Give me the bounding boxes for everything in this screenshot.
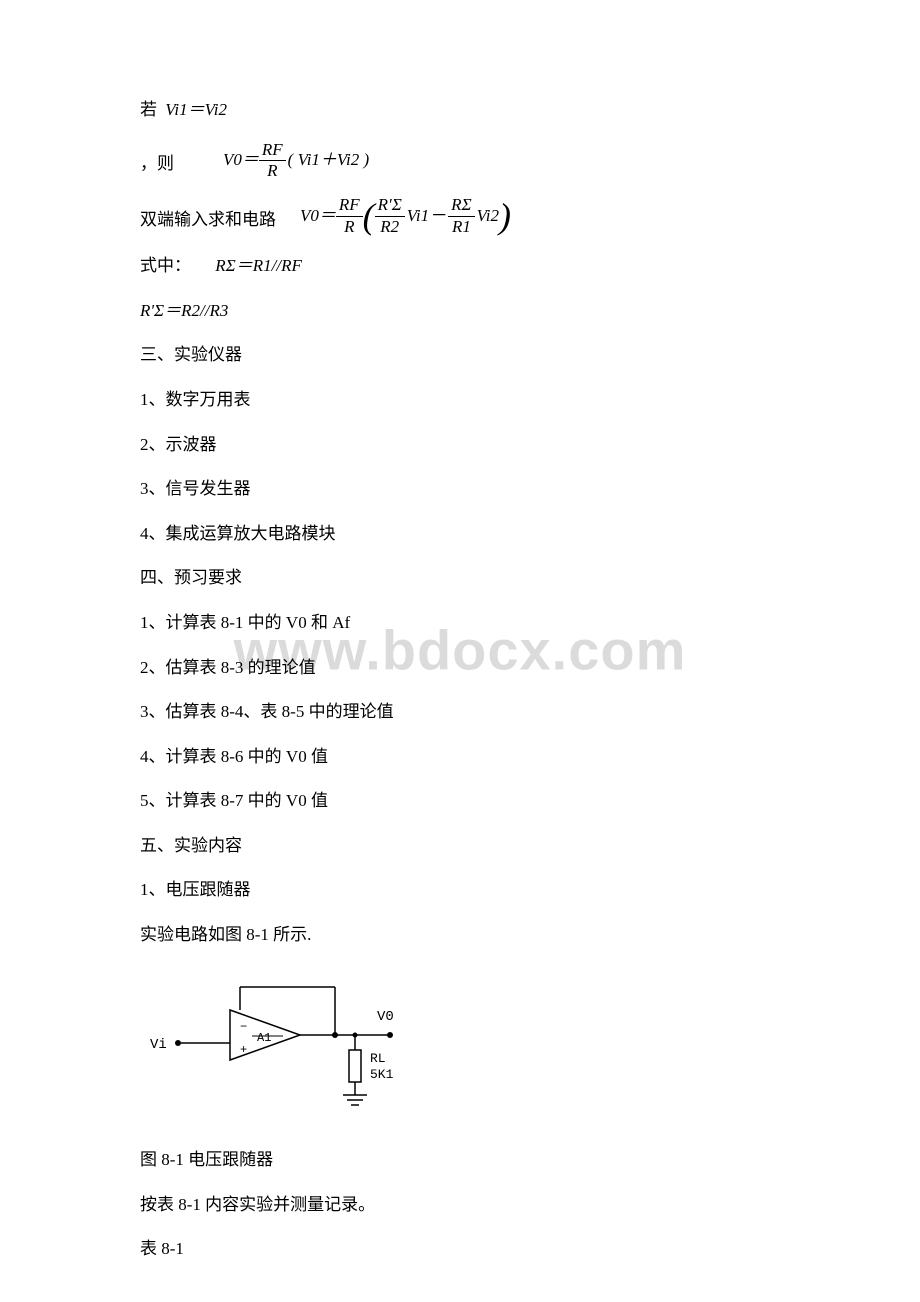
section-3-item-2: 2、示波器: [140, 430, 780, 461]
circuit-v0-label: V0: [377, 1009, 394, 1025]
circuit-diagram: Vi − + A1 V0 RL 5K1: [140, 965, 780, 1136]
circuit-plus: +: [240, 1043, 247, 1057]
eq2-frac: RF R: [259, 140, 286, 182]
eq3-f2-den: R2: [375, 217, 405, 237]
section-4-item-4: 4、计算表 8-6 中的 V0 值: [140, 742, 780, 773]
eq3-f1-den: R: [336, 217, 363, 237]
circuit-out-node1: [332, 1032, 338, 1038]
section-4-item-3: 3、估算表 8-4、表 8-5 中的理论值: [140, 697, 780, 728]
eq3-f1: RF R: [336, 195, 363, 237]
eq2-lhs: V0＝: [223, 145, 259, 176]
equation-line-3: 双端输入求和电路 V0＝ RF R ( R'Σ R2 Vi1－ RΣ R1 Vi…: [140, 195, 780, 237]
section-3-item-4: 4、集成运算放大电路模块: [140, 519, 780, 550]
circuit-rl-node: [353, 1032, 358, 1037]
eq4-body: RΣ＝R1//RF: [215, 256, 302, 275]
circuit-rl-value: 5K1: [370, 1067, 394, 1082]
circuit-rl-box: [349, 1050, 361, 1082]
eq3-body: V0＝ RF R ( R'Σ R2 Vi1－ RΣ R1 Vi2 ): [300, 195, 511, 237]
eq2-frac-den: R: [259, 161, 286, 181]
eq3-tail: Vi2: [477, 201, 499, 232]
section-4-item-2: 2、估算表 8-3 的理论值: [140, 653, 780, 684]
section-3-item-1: 1、数字万用表: [140, 385, 780, 416]
eq3-f3: RΣ R1: [448, 195, 475, 237]
figure-caption: 图 8-1 电压跟随器: [140, 1145, 780, 1176]
equation-line-5: R'Σ＝R2//R3: [140, 296, 780, 327]
eq3-lhs: V0＝: [300, 201, 336, 232]
circuit-a1-label: A1: [257, 1031, 271, 1045]
circuit-rl-label: RL: [370, 1051, 386, 1066]
equation-line-1: 若 Vi1＝Vi2: [140, 95, 780, 126]
circuit-vi-node: [175, 1040, 181, 1046]
section-5-title: 五、实验内容: [140, 831, 780, 862]
section-4-item-5: 5、计算表 8-7 中的 V0 值: [140, 786, 780, 817]
eq1-prefix: 若: [140, 100, 157, 119]
section-5-desc: 实验电路如图 8-1 所示.: [140, 920, 780, 951]
circuit-vi-label: Vi: [150, 1037, 167, 1053]
circuit-minus: −: [240, 1020, 247, 1034]
eq2-tail: ( Vi1＋Vi2 ): [288, 145, 370, 176]
equation-line-4: 式中： RΣ＝R1//RF: [140, 251, 780, 282]
eq3-f2: R'Σ R2: [375, 195, 405, 237]
section-4-item-1: 1、计算表 8-1 中的 V0 和 Af: [140, 608, 780, 639]
eq4-prefix: 式中：: [140, 256, 191, 275]
section-3-item-3: 3、信号发生器: [140, 474, 780, 505]
circuit-out-node2: [387, 1032, 393, 1038]
eq3-lparen: (: [363, 202, 375, 231]
section-3-title: 三、实验仪器: [140, 340, 780, 371]
eq3-prefix: 双端输入求和电路: [140, 205, 276, 236]
eq3-f1-num: RF: [336, 195, 363, 216]
after-figure-1: 按表 8-1 内容实验并测量记录。: [140, 1190, 780, 1221]
eq3-mid1: Vi1－: [407, 201, 446, 232]
eq3-f2-num: R'Σ: [375, 195, 405, 216]
eq5-body: R'Σ＝R2//R3: [140, 301, 228, 320]
eq3-f3-den: R1: [448, 217, 475, 237]
eq2-frac-num: RF: [259, 140, 286, 161]
section-4-title: 四、预习要求: [140, 563, 780, 594]
eq2-body: V0＝ RF R ( Vi1＋Vi2 ): [223, 140, 369, 182]
eq3-rparen: ): [499, 202, 511, 231]
equation-line-2: ，则 V0＝ RF R ( Vi1＋Vi2 ): [140, 140, 780, 182]
eq1-body: Vi1＝Vi2: [165, 100, 227, 119]
eq3-f3-num: RΣ: [448, 195, 475, 216]
section-5-item-1: 1、电压跟随器: [140, 875, 780, 906]
eq2-prefix: ，则: [140, 149, 174, 180]
circuit-svg: Vi − + A1 V0 RL 5K1: [140, 965, 440, 1125]
after-figure-2: 表 8-1: [140, 1234, 780, 1265]
